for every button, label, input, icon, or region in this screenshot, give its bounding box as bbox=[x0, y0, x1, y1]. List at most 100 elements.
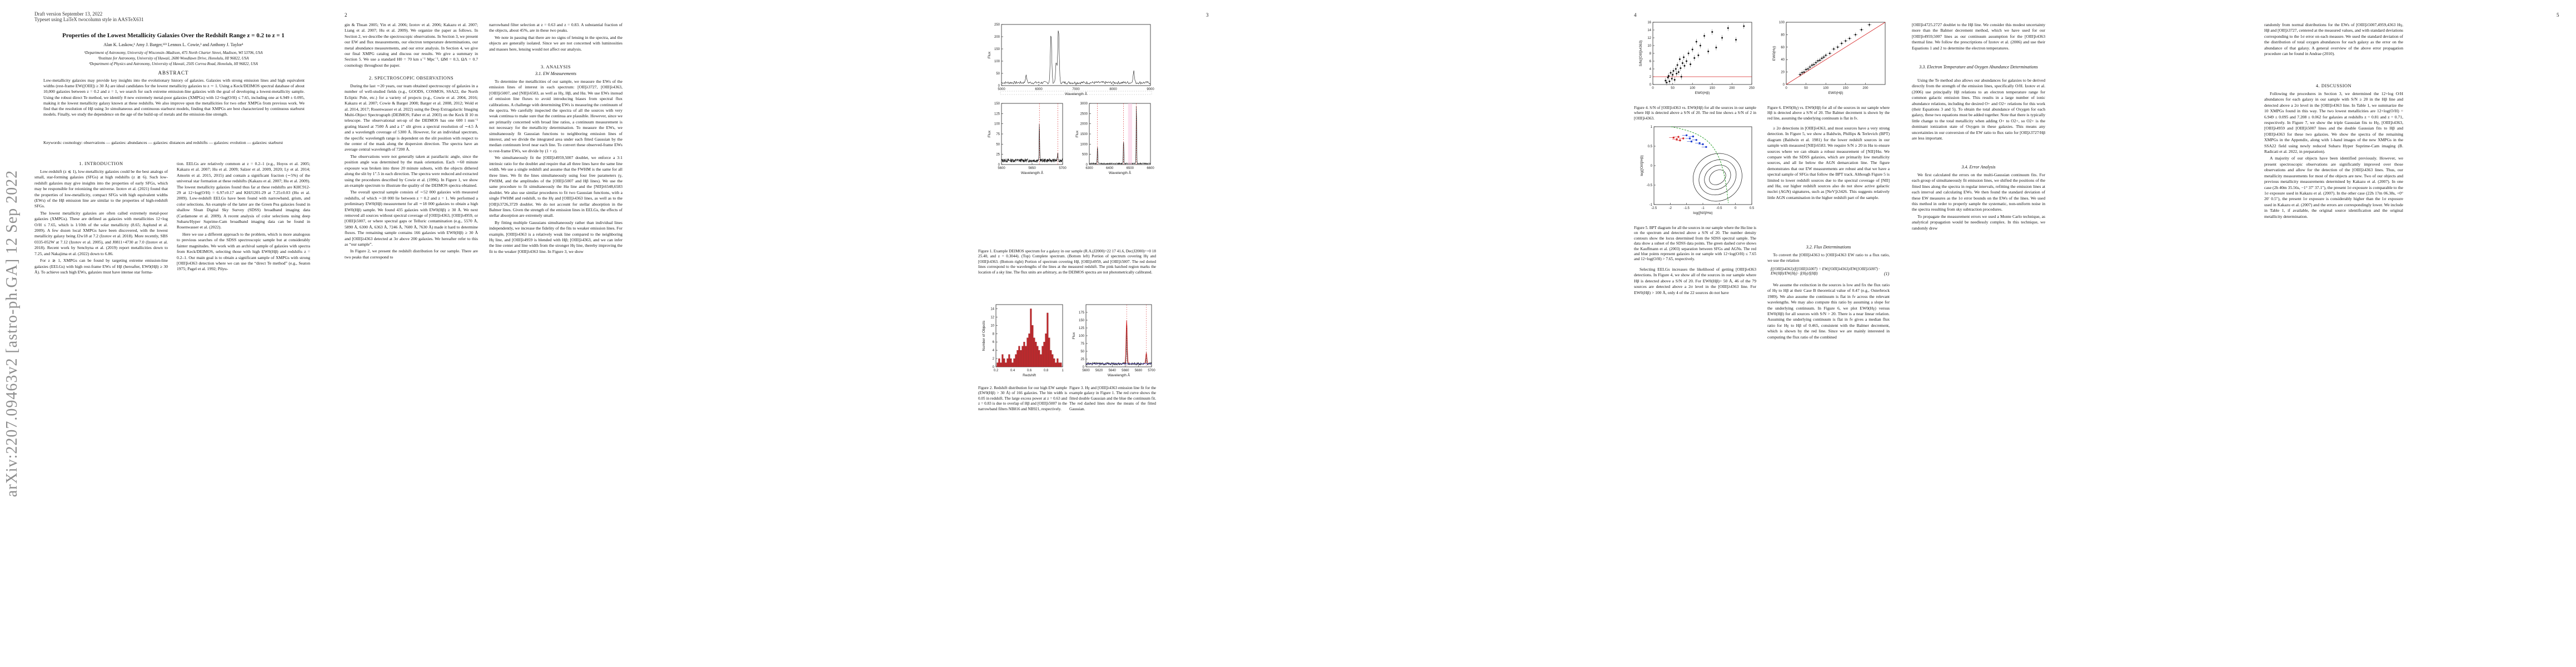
y-tick-label: 150 bbox=[994, 102, 1000, 106]
x-tick-label: 5680 bbox=[1135, 369, 1143, 372]
x-tick-label: 8000 bbox=[1109, 88, 1117, 91]
x-tick-label: 6500 bbox=[1127, 167, 1134, 170]
x-tick-label: 6400 bbox=[1106, 167, 1114, 170]
section-heading-analysis: 3. ANALYSIS bbox=[541, 64, 571, 69]
data-point bbox=[1676, 138, 1678, 141]
paragraph: In Figure 2, we present the redshift dis… bbox=[345, 248, 478, 260]
y-tick-label: 100 bbox=[994, 123, 1000, 126]
data-point bbox=[1821, 57, 1823, 59]
x-axis-label: EW0(Hβ) bbox=[1828, 91, 1843, 95]
column-text: [OIII]λ4725.2727 doublet to the Hβ line.… bbox=[1912, 22, 2045, 61]
y-tick-label: 2000 bbox=[1080, 123, 1088, 126]
x-tick-label: 0.2 bbox=[994, 369, 999, 372]
typeset-line: Typeset using LaTeX twocolumn style in A… bbox=[34, 17, 144, 22]
x-axis-label: EW0(Hβ) bbox=[1695, 91, 1710, 95]
x-tick-label: 7000 bbox=[1072, 88, 1080, 91]
density-contour bbox=[1709, 170, 1726, 185]
spectrum-figure: 5000 6000 7000 8000 9000050100150200250Wavel… bbox=[988, 23, 1154, 175]
y-tick-label: 75 bbox=[1080, 342, 1084, 346]
column-text: We assume the extinction in the sources … bbox=[1767, 282, 1890, 376]
page-number: 3 bbox=[1206, 12, 1209, 18]
histogram-bar bbox=[1058, 362, 1060, 367]
spectrum-line bbox=[1001, 123, 1063, 163]
y-tick-label: 150 bbox=[1079, 319, 1085, 322]
paragraph: Using the Te method also allows our abun… bbox=[1912, 78, 2045, 141]
page-3: 3 5000 6000 7000 8000 9000 0 50 100 150 200 250 Wav… bbox=[967, 0, 1612, 667]
y-tick-label: 60 bbox=[1781, 46, 1785, 49]
data-point bbox=[1685, 134, 1688, 137]
x-tick-label: 0 bbox=[1785, 87, 1787, 90]
x-tick-label: 5650 bbox=[1028, 167, 1036, 170]
paragraph: We simultaneously fit the [OIII]λ4959,50… bbox=[489, 155, 622, 218]
y-tick-label: 10 bbox=[1647, 44, 1651, 48]
x-tick-label: 6300 bbox=[1085, 167, 1093, 170]
y-tick-label: 250 bbox=[994, 23, 1000, 27]
keywords: Keywords: cosmology: observations — gala… bbox=[43, 140, 283, 145]
subsection-heading-ew: 3.1. EW Measurements bbox=[535, 71, 576, 76]
data-point bbox=[1675, 68, 1677, 70]
data-point bbox=[1860, 29, 1862, 31]
y-tick-label: 16 bbox=[1647, 21, 1651, 24]
column-text: ≥ 2σ detections in [OIII]λ4363, and most… bbox=[1767, 126, 1890, 242]
data-point bbox=[1848, 37, 1851, 39]
data-point bbox=[1721, 37, 1723, 39]
x-tick-label: 6600 bbox=[1147, 167, 1154, 170]
data-point bbox=[1702, 143, 1704, 146]
paragraph: A majority of our objects have been iden… bbox=[2264, 156, 2403, 219]
data-point bbox=[1672, 136, 1675, 139]
data-point bbox=[1743, 25, 1745, 27]
figure-4: 0 50 100 150 200 250 0 2 4 6 8 10 12 14 16 EW0(Hβ) S/N([… bbox=[1634, 19, 1756, 102]
histogram-bar bbox=[1008, 354, 1010, 367]
column-text: narrowband filter selection at z = 0.63 … bbox=[489, 22, 622, 61]
paragraph: By fitting multiple Gaussians simultaneo… bbox=[489, 220, 622, 254]
x-tick-label: 0.4 bbox=[1010, 369, 1015, 372]
histogram-bar bbox=[1033, 337, 1035, 367]
x-tick-label: -2 bbox=[1669, 207, 1672, 210]
data-point bbox=[1677, 71, 1680, 73]
data-point bbox=[1666, 82, 1668, 83]
data-point bbox=[1683, 56, 1685, 58]
page-number: 4 bbox=[1634, 12, 1637, 18]
data-point bbox=[1673, 79, 1676, 81]
data-point bbox=[1811, 64, 1813, 66]
data-point bbox=[1817, 60, 1819, 62]
paragraph: gin & Thuan 2005; Yin et al. 2006; Izoto… bbox=[345, 22, 478, 68]
data-point bbox=[1692, 135, 1695, 138]
x-tick-label: 200 bbox=[1862, 87, 1869, 90]
plot-frame bbox=[1001, 24, 1151, 86]
spectrum-line bbox=[1001, 30, 1151, 84]
spectrum-line bbox=[1089, 106, 1151, 165]
subsection-heading-flux: 3.2. Flux Determinations bbox=[1806, 245, 1851, 250]
data-point bbox=[1667, 76, 1669, 78]
x-tick-label: 150 bbox=[1710, 87, 1716, 90]
y-tick-label: 125 bbox=[1079, 327, 1085, 330]
paragraph: To propagate the measurement errors we u… bbox=[1912, 213, 2045, 231]
x-tick-label: 100 bbox=[1690, 87, 1696, 90]
gaussian-fit bbox=[1086, 320, 1152, 364]
data-point bbox=[1799, 73, 1801, 76]
data-point bbox=[1809, 66, 1811, 68]
y-axis-label: Number of Objects bbox=[982, 320, 986, 351]
plot-panel: 0 50 100 150 200 2500246810121416EW0(Hβ)S/N([… bbox=[1639, 21, 1755, 95]
y-tick-label: 6 bbox=[1650, 60, 1652, 63]
y-tick-label: 0 bbox=[998, 84, 1000, 88]
data-point bbox=[1683, 64, 1686, 67]
histogram-bar bbox=[1022, 346, 1024, 367]
data-point bbox=[1841, 42, 1843, 44]
y-tick-label: -1 bbox=[1650, 203, 1653, 207]
y-tick-label: 40 bbox=[1781, 58, 1785, 62]
histogram-bar bbox=[1048, 337, 1050, 367]
column-text: To convert the [OIII]λ4363 to [OIII]λ436… bbox=[1767, 252, 1890, 265]
figure-3-caption: Figure 3. Hγ and [OIII]λ4363 emission li… bbox=[1069, 386, 1156, 411]
data-point bbox=[1679, 139, 1681, 142]
data-point bbox=[1711, 31, 1713, 33]
paragraph: To determine the metallicities of our sa… bbox=[489, 79, 622, 153]
x-tick-label: 0.8 bbox=[1044, 369, 1049, 372]
plot-frame bbox=[1652, 22, 1752, 85]
y-tick-label: 4 bbox=[993, 349, 995, 352]
data-point bbox=[1670, 72, 1672, 74]
y-tick-label: 200 bbox=[994, 36, 1000, 39]
data-point bbox=[1707, 51, 1710, 52]
x-tick-label: 0.6 bbox=[1027, 369, 1032, 372]
